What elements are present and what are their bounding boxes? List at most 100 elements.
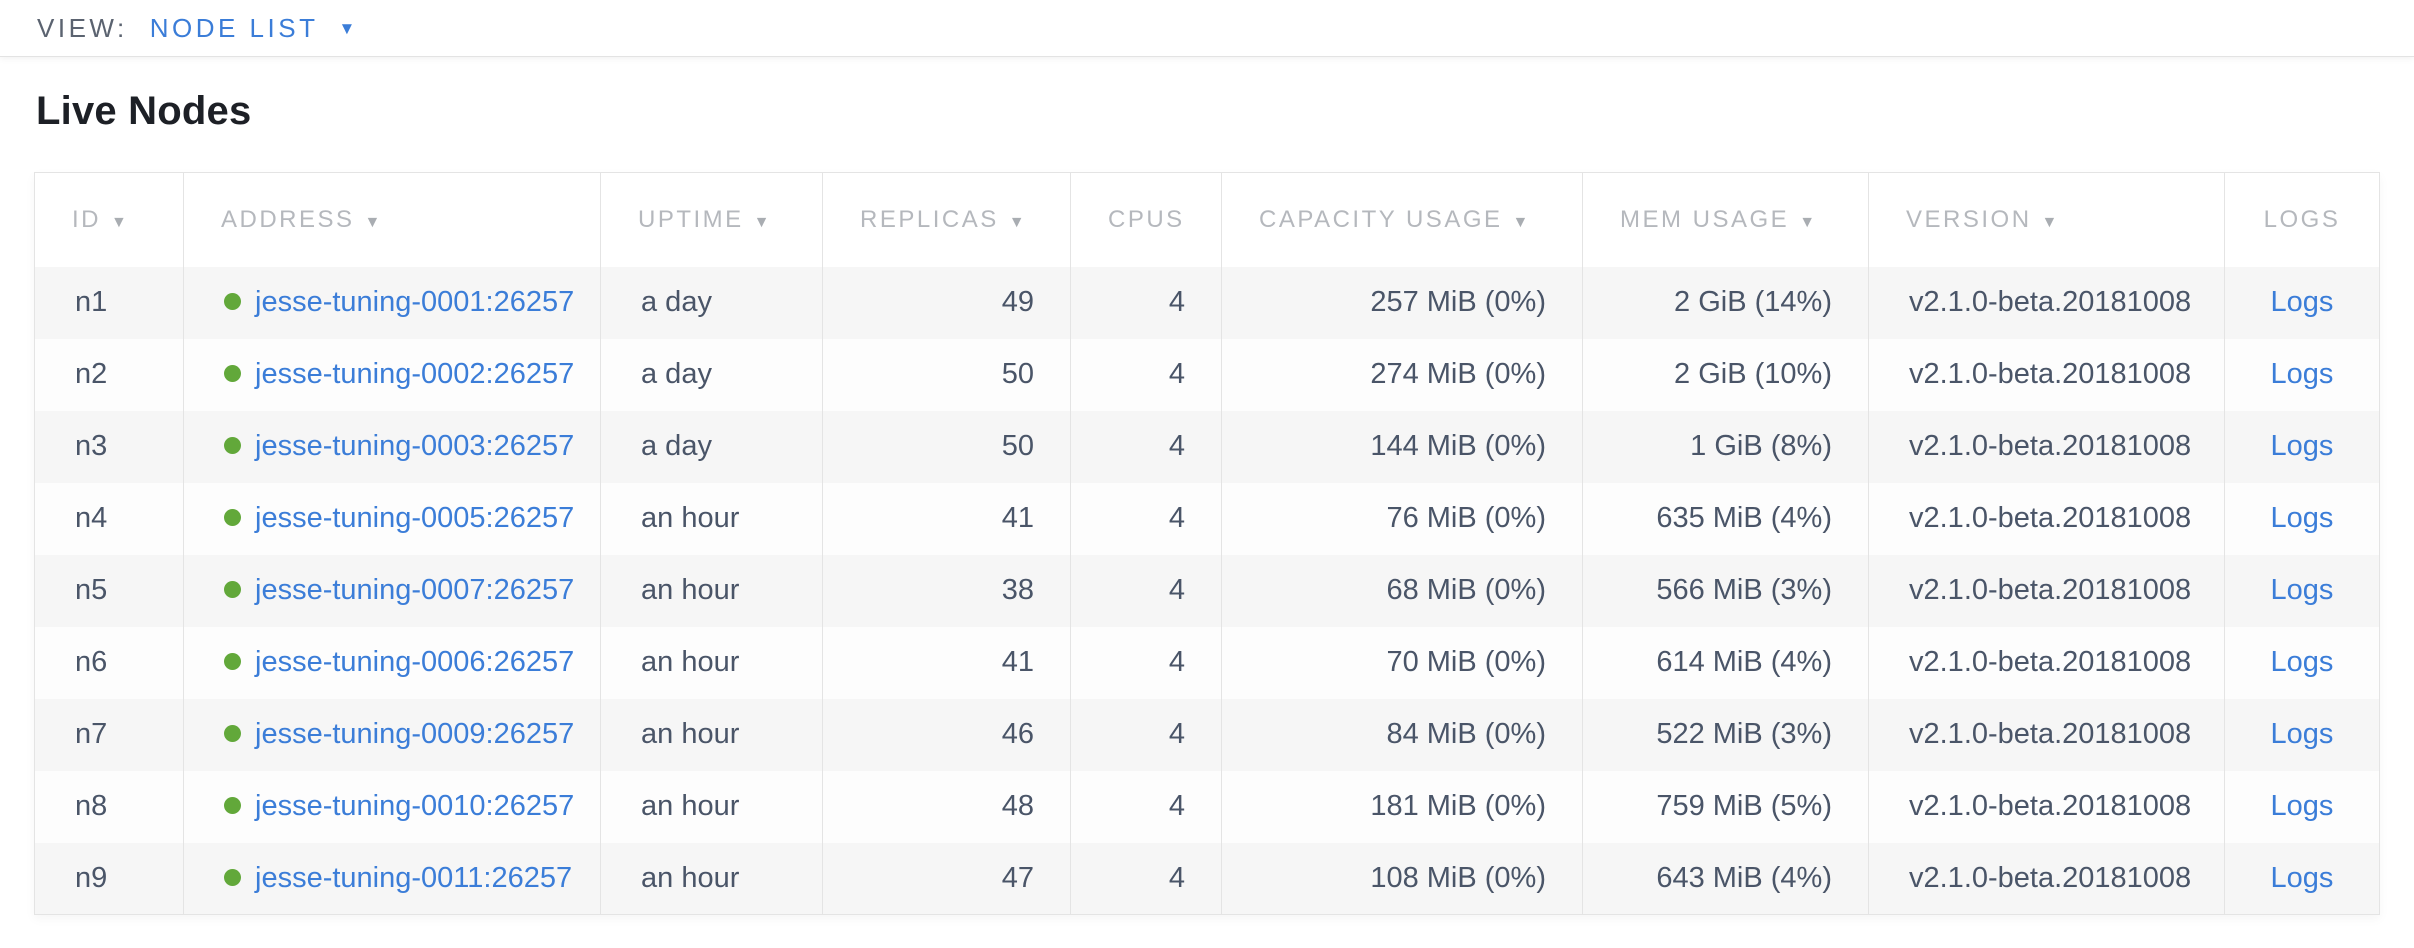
column-header-capacity-usage[interactable]: CAPACITY USAGE ▼	[1221, 172, 1583, 267]
uptime-cell: a day	[600, 410, 823, 483]
node-address-link[interactable]: jesse-tuning-0006:26257	[255, 646, 575, 678]
column-header-cpus: CPUS	[1070, 172, 1222, 267]
version-value: v2.1.0-beta.20181008	[1909, 861, 2192, 894]
address-cell: jesse-tuning-0011:26257	[183, 842, 601, 915]
cpus-value: 4	[1168, 574, 1185, 606]
column-header-label: REPLICAS	[860, 205, 999, 233]
version-value: v2.1.0-beta.20181008	[1909, 358, 2192, 390]
id-value: n4	[75, 502, 108, 534]
capacity-usage-cell: 257 MiB (0%)	[1221, 266, 1583, 339]
mem-usage-cell: 2 GiB (14%)	[1582, 266, 1869, 339]
capacity-usage-cell: 70 MiB (0%)	[1221, 626, 1583, 699]
id-value: n7	[75, 718, 108, 750]
column-header-address[interactable]: ADDRESS ▼	[183, 172, 601, 267]
node-logs-link[interactable]: Logs	[2270, 646, 2334, 678]
mem-usage-cell: 566 MiB (3%)	[1582, 554, 1869, 627]
table-row-n5: n5 jesse-tuning-0007:26257 an hour 38 4 68 Mi…	[34, 554, 2380, 627]
column-header-label: ID	[72, 205, 101, 233]
view-selector-dropdown[interactable]: NODE LIST ▼	[150, 13, 356, 44]
mem-usage-cell: 614 MiB (4%)	[1582, 626, 1869, 699]
id-cell: n6	[35, 627, 184, 699]
view-label: VIEW:	[37, 12, 128, 43]
mem-usage-cell: 759 MiB (5%)	[1582, 770, 1869, 843]
column-header-replicas[interactable]: REPLICAS ▼	[822, 172, 1071, 267]
id-value: n8	[75, 790, 108, 822]
node-live-status-icon	[224, 580, 241, 598]
version-cell: v2.1.0-beta.20181008	[1868, 770, 2225, 843]
node-logs-link[interactable]: Logs	[2270, 790, 2334, 822]
replicas-cell: 50	[822, 410, 1071, 483]
logs-cell: Logs	[2224, 842, 2380, 915]
id-value: n6	[75, 646, 108, 678]
column-header-label: CPUS	[1108, 205, 1185, 233]
id-cell: n5	[35, 555, 184, 627]
version-cell: v2.1.0-beta.20181008	[1868, 482, 2225, 555]
live-nodes-table: ID ▼ ADDRESS ▼ UPTIME ▼ REPLICAS ▼ CPUS CAPACITY …	[34, 172, 2380, 915]
logs-cell: Logs	[2224, 626, 2380, 699]
node-address-link[interactable]: jesse-tuning-0010:26257	[255, 790, 575, 822]
address-cell: jesse-tuning-0005:26257	[183, 482, 601, 555]
cpus-cell: 4	[1070, 338, 1222, 411]
node-address-link[interactable]: jesse-tuning-0001:26257	[255, 286, 575, 318]
node-address-link[interactable]: jesse-tuning-0002:26257	[255, 358, 575, 390]
mem-usage-value: 643 MiB (4%)	[1656, 861, 1832, 894]
version-cell: v2.1.0-beta.20181008	[1868, 338, 2225, 411]
node-address-link[interactable]: jesse-tuning-0003:26257	[255, 430, 575, 462]
cpus-cell: 4	[1070, 554, 1222, 627]
mem-usage-value: 635 MiB (4%)	[1656, 502, 1832, 534]
logs-cell: Logs	[2224, 482, 2380, 555]
node-logs-link[interactable]: Logs	[2270, 574, 2334, 606]
capacity-usage-value: 181 MiB (0%)	[1370, 790, 1546, 822]
cpus-cell: 4	[1070, 410, 1222, 483]
node-address-link[interactable]: jesse-tuning-0009:26257	[255, 718, 575, 750]
node-logs-link[interactable]: Logs	[2270, 286, 2334, 318]
mem-usage-value: 2 GiB (10%)	[1674, 358, 1832, 390]
uptime-cell: an hour	[600, 626, 823, 699]
node-address-link[interactable]: jesse-tuning-0007:26257	[255, 574, 575, 606]
node-logs-link[interactable]: Logs	[2270, 502, 2334, 534]
version-value: v2.1.0-beta.20181008	[1909, 502, 2192, 534]
uptime-value: an hour	[641, 718, 740, 750]
view-selected-value: NODE LIST	[149, 12, 319, 43]
node-logs-link[interactable]: Logs	[2270, 718, 2334, 750]
replicas-value: 38	[1001, 574, 1034, 606]
uptime-value: a day	[641, 286, 712, 318]
id-value: n1	[75, 286, 108, 318]
id-value: n2	[75, 358, 108, 390]
address-cell: jesse-tuning-0007:26257	[183, 554, 601, 627]
mem-usage-cell: 522 MiB (3%)	[1582, 698, 1869, 771]
node-address-link[interactable]: jesse-tuning-0005:26257	[255, 502, 575, 534]
version-cell: v2.1.0-beta.20181008	[1868, 698, 2225, 771]
capacity-usage-value: 257 MiB (0%)	[1370, 286, 1546, 318]
node-logs-link[interactable]: Logs	[2270, 430, 2334, 462]
mem-usage-cell: 643 MiB (4%)	[1582, 842, 1869, 915]
uptime-cell: a day	[600, 338, 823, 411]
replicas-value: 49	[1001, 286, 1034, 318]
table-header: ID ▼ ADDRESS ▼ UPTIME ▼ REPLICAS ▼ CPUS CAPACITY …	[34, 172, 2380, 267]
node-logs-link[interactable]: Logs	[2270, 861, 2334, 894]
column-header-uptime[interactable]: UPTIME ▼	[600, 172, 823, 267]
column-header-mem-usage[interactable]: MEM USAGE ▼	[1582, 172, 1869, 267]
version-value: v2.1.0-beta.20181008	[1909, 790, 2192, 822]
column-header-logs: LOGS	[2224, 172, 2380, 267]
cpus-cell: 4	[1070, 626, 1222, 699]
uptime-value: an hour	[641, 574, 740, 606]
mem-usage-value: 2 GiB (14%)	[1674, 286, 1832, 318]
column-header-version[interactable]: VERSION ▼	[1868, 172, 2225, 267]
sort-descending-icon: ▼	[364, 213, 383, 231]
version-cell: v2.1.0-beta.20181008	[1868, 266, 2225, 339]
address-cell: jesse-tuning-0009:26257	[183, 698, 601, 771]
node-live-status-icon	[224, 508, 241, 526]
node-live-status-icon	[224, 364, 241, 382]
node-address-link[interactable]: jesse-tuning-0011:26257	[255, 861, 573, 894]
node-logs-link[interactable]: Logs	[2270, 358, 2334, 390]
capacity-usage-cell: 76 MiB (0%)	[1221, 482, 1583, 555]
replicas-cell: 41	[822, 626, 1071, 699]
address-cell: jesse-tuning-0003:26257	[183, 410, 601, 483]
replicas-cell: 41	[822, 482, 1071, 555]
column-header-id[interactable]: ID ▼	[34, 172, 184, 267]
capacity-usage-cell: 274 MiB (0%)	[1221, 338, 1583, 411]
cpus-value: 4	[1168, 358, 1185, 390]
capacity-usage-cell: 84 MiB (0%)	[1221, 698, 1583, 771]
table-row-n8: n8 jesse-tuning-0010:26257 an hour 48 4 181 M…	[34, 770, 2380, 843]
